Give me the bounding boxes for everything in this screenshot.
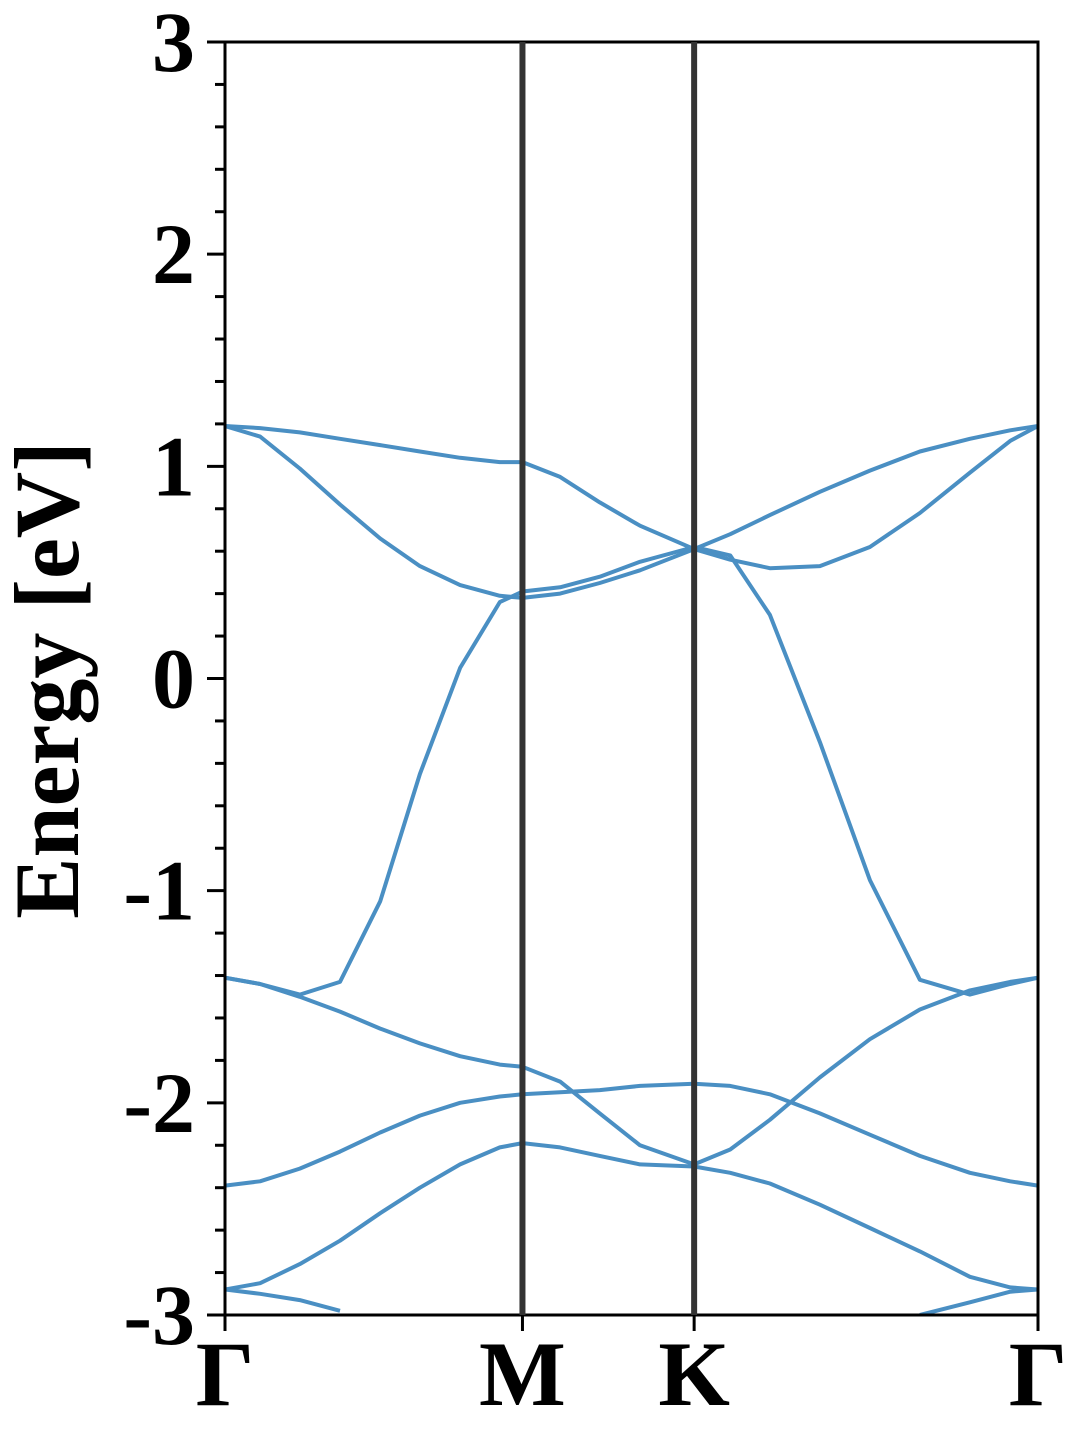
y-tick-label: -2 xyxy=(123,1055,195,1151)
band-line xyxy=(225,1141,1038,1292)
y-tick-label: 2 xyxy=(152,206,195,302)
plot-area xyxy=(225,424,1038,1315)
x-tick-label: M xyxy=(479,1323,566,1425)
y-tick-label: 1 xyxy=(152,418,195,514)
band-line xyxy=(225,424,1038,600)
x-tick-label: Γ xyxy=(196,1323,255,1425)
axes-frame xyxy=(223,40,1040,1317)
band-line xyxy=(225,545,1038,997)
x-tick-label: Γ xyxy=(1009,1323,1068,1425)
band-line xyxy=(225,1081,1038,1188)
y-tick-label: -3 xyxy=(123,1267,195,1363)
y-tick-label: -1 xyxy=(123,843,195,939)
x-tick-label: K xyxy=(658,1323,730,1425)
y-axis-label: Energy [eV] xyxy=(0,441,98,919)
band-line xyxy=(225,1287,1038,1315)
band-line xyxy=(225,975,1038,1167)
y-tick-label: 3 xyxy=(152,0,195,90)
band-line xyxy=(225,424,1038,552)
y-tick-label: 0 xyxy=(152,631,195,727)
